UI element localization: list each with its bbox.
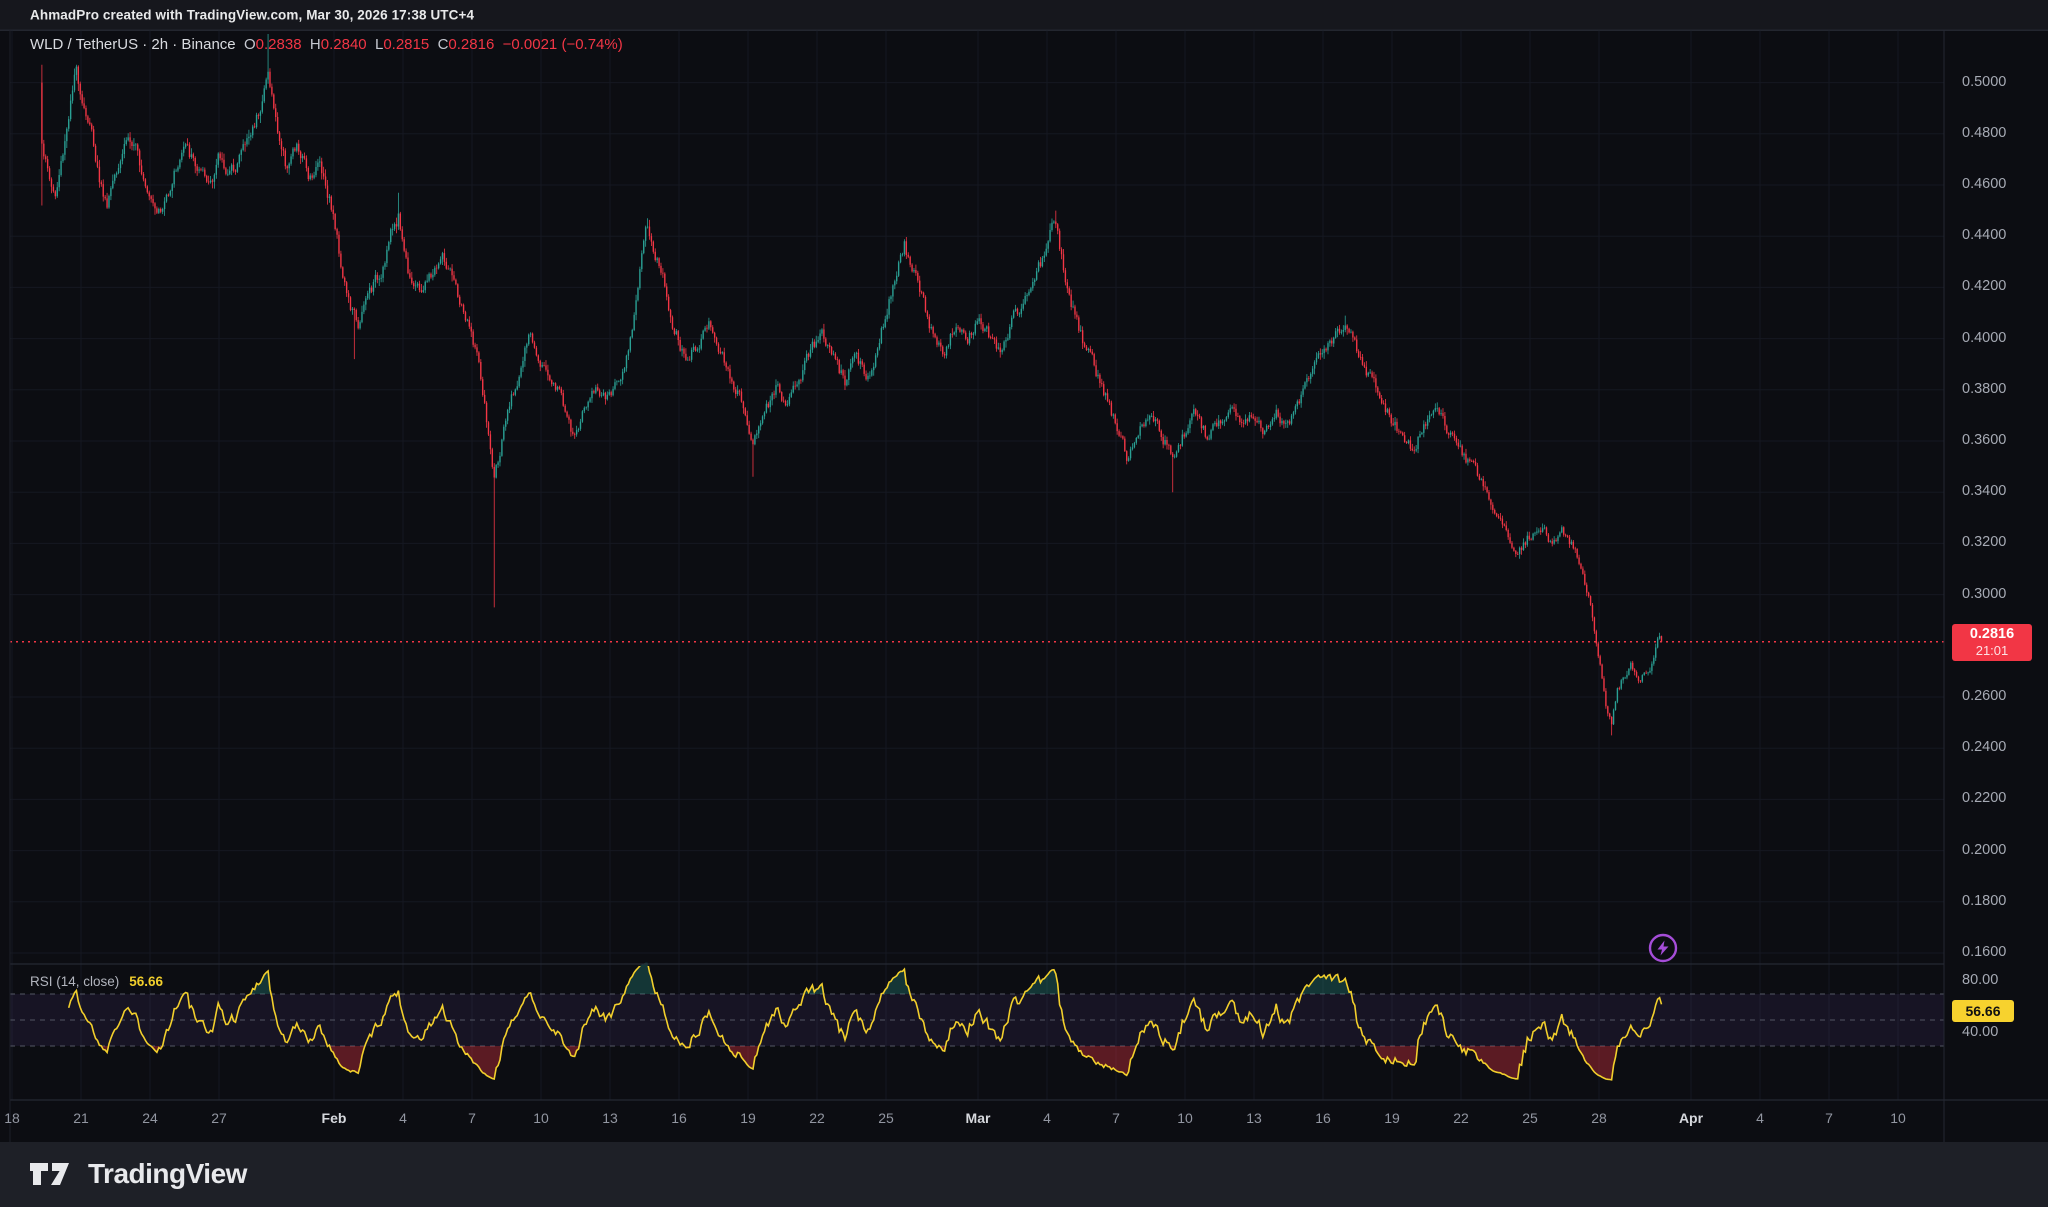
time-axis-label: 7 [1112,1110,1120,1126]
time-axis-label: 10 [1890,1110,1906,1126]
price-axis-label: 0.4600 [1962,176,2006,192]
last-price-value: 0.2816 [1952,626,2032,643]
price-axis-label: 0.2600 [1962,688,2006,704]
price-axis-label: 0.2400 [1962,739,2006,755]
close-value: 0.2816 [448,36,494,53]
rsi-axis-label: 40.00 [1962,1024,1998,1040]
price-axis-label: 0.1600 [1962,944,2006,960]
bar-countdown: 21:01 [1952,643,2032,659]
boost-lightning-button[interactable] [1647,932,1679,964]
chart-canvas[interactable] [0,0,2048,1207]
time-axis-label: 13 [1246,1110,1262,1126]
time-axis-label: 27 [211,1110,227,1126]
price-axis-label: 0.3200 [1962,534,2006,550]
change-value: −0.0021 (−0.74%) [503,36,623,53]
low-value: 0.2815 [383,36,429,53]
high-label: H [310,36,321,53]
time-axis-month-label: Mar [966,1110,991,1126]
rsi-axis-label: 80.00 [1962,972,1998,988]
high-value: 0.2840 [321,36,367,53]
tradingview-glyph-icon [28,1156,76,1192]
symbol-legend: WLD / TetherUS · 2h · Binance O0.2838 H0… [30,36,623,53]
symbol-title[interactable]: WLD / TetherUS · 2h · Binance [30,36,236,53]
last-price-tag: 0.2816 21:01 [1952,624,2032,661]
open-label: O [244,36,256,53]
rsi-legend[interactable]: RSI (14, close) 56.66 [30,974,163,989]
price-axis-label: 0.3400 [1962,483,2006,499]
price-axis-label: 0.4400 [1962,227,2006,243]
rsi-value-tag: 56.66 [1952,1000,2014,1022]
time-axis-label: 4 [399,1110,407,1126]
lightning-icon [1647,932,1679,964]
price-axis-label: 0.3800 [1962,381,2006,397]
price-axis-label: 0.3000 [1962,586,2006,602]
tradingview-brand-text: TradingView [88,1158,247,1190]
price-axis-label: 0.3600 [1962,432,2006,448]
time-axis-label: 19 [1384,1110,1400,1126]
time-axis-label: 13 [602,1110,618,1126]
price-axis-label: 0.5000 [1962,74,2006,90]
tradingview-logo[interactable]: TradingView [28,1156,247,1192]
time-axis-label: 10 [533,1110,549,1126]
rsi-label: RSI (14, close) [30,974,119,989]
time-axis-label: 22 [809,1110,825,1126]
time-axis-label: 16 [1315,1110,1331,1126]
open-value: 0.2838 [256,36,302,53]
price-axis-label: 0.2000 [1962,842,2006,858]
rsi-overbought-fill [74,963,1351,994]
time-axis-label: 18 [4,1110,20,1126]
footer-bar: TradingView [0,1142,2048,1207]
price-axis-label: 0.1800 [1962,893,2006,909]
rsi-value: 56.66 [129,974,163,989]
time-axis-label: 7 [1825,1110,1833,1126]
time-axis-label: 4 [1756,1110,1764,1126]
time-axis-label: 4 [1043,1110,1051,1126]
tradingview-snapshot: AhmadPro created with TradingView.com, M… [0,0,2048,1207]
time-axis-label: 21 [73,1110,89,1126]
time-axis-label: 28 [1591,1110,1607,1126]
price-axis-label: 0.2200 [1962,790,2006,806]
candlestick-series [41,34,1662,735]
price-axis-label: 0.4200 [1962,278,2006,294]
time-axis-label: 25 [878,1110,894,1126]
time-axis-label: 19 [740,1110,756,1126]
time-axis-month-label: Feb [322,1110,347,1126]
time-axis-label: 22 [1453,1110,1469,1126]
time-axis-label: 16 [671,1110,687,1126]
price-axis-label: 0.4000 [1962,330,2006,346]
price-axis-label: 0.4800 [1962,125,2006,141]
time-axis-label: 7 [468,1110,476,1126]
time-axis-label: 25 [1522,1110,1538,1126]
time-axis-label: 24 [142,1110,158,1126]
close-label: C [438,36,449,53]
time-axis-month-label: Apr [1679,1110,1703,1126]
time-axis-label: 10 [1177,1110,1193,1126]
